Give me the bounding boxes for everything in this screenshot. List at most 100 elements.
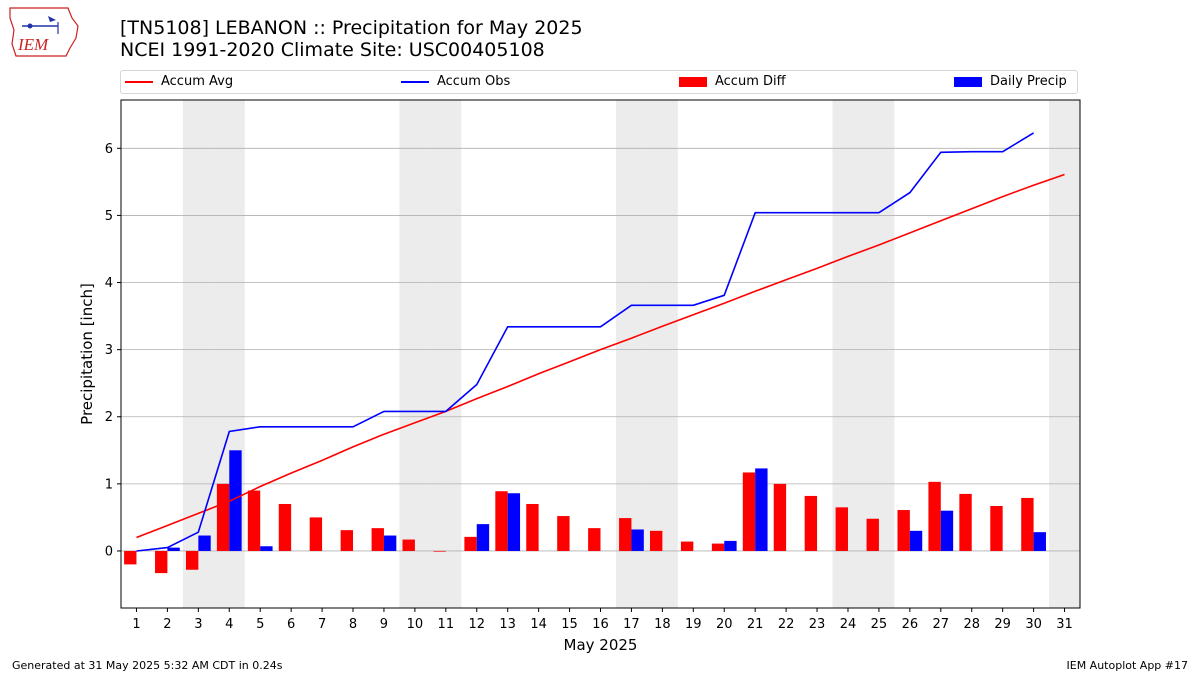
y-tick-label: 1 bbox=[105, 477, 113, 492]
x-tick-label: 21 bbox=[747, 617, 764, 632]
daily-precip-bar bbox=[940, 510, 954, 551]
legend-swatch bbox=[125, 80, 153, 83]
chart-title: [TN5108] LEBANON :: Precipitation for Ma… bbox=[120, 17, 583, 61]
weekend-shade bbox=[399, 100, 431, 608]
x-tick-label: 15 bbox=[561, 617, 578, 632]
iem-logo: IEM bbox=[9, 7, 79, 57]
accum-diff-bar bbox=[464, 536, 477, 551]
accum-diff-bar bbox=[588, 528, 601, 551]
accum-diff-bar bbox=[1021, 497, 1034, 551]
accum-diff-bar bbox=[526, 503, 539, 551]
x-tick-label: 8 bbox=[349, 617, 357, 632]
legend-item-accum-avg: Accum Avg bbox=[125, 74, 233, 89]
legend-swatch bbox=[679, 76, 707, 87]
weekend-shade bbox=[1049, 100, 1080, 608]
chart-legend: Accum Avg Accum Obs Accum Diff Daily Pre… bbox=[120, 70, 1078, 94]
x-tick-label: 13 bbox=[499, 617, 516, 632]
x-tick-label: 28 bbox=[963, 617, 980, 632]
x-tick-label: 26 bbox=[902, 617, 919, 632]
accum-avg-line bbox=[136, 173, 1065, 539]
accum-diff-bar bbox=[804, 495, 818, 551]
daily-precip-bar bbox=[476, 524, 490, 551]
accum-diff-bar bbox=[185, 550, 199, 570]
accum-diff-bar bbox=[557, 516, 570, 551]
accum-diff-bar bbox=[866, 518, 879, 551]
x-tick-label: 11 bbox=[438, 617, 455, 632]
accum-diff-bar bbox=[835, 507, 848, 551]
daily-precip-bar bbox=[631, 529, 644, 551]
legend-item-accum-obs: Accum Obs bbox=[401, 74, 510, 89]
accum-diff-bar bbox=[897, 510, 910, 551]
x-tick-label: 17 bbox=[623, 617, 640, 632]
title-line-1: [TN5108] LEBANON :: Precipitation for Ma… bbox=[120, 17, 583, 39]
app-credit: IEM Autoplot App #17 bbox=[1066, 659, 1189, 672]
accum-diff-bar bbox=[959, 493, 972, 551]
x-tick-label: 14 bbox=[530, 617, 547, 632]
daily-precip-bar bbox=[724, 540, 737, 551]
y-axis-label: Precipitation [inch] bbox=[78, 283, 96, 425]
weekend-shade bbox=[646, 100, 678, 608]
daily-precip-bar bbox=[383, 535, 397, 551]
x-tick-label: 25 bbox=[871, 617, 888, 632]
accum-diff-bar bbox=[619, 518, 632, 551]
daily-precip-bar bbox=[229, 450, 242, 551]
accum-diff-bar bbox=[124, 550, 137, 565]
accum-diff-bar bbox=[278, 503, 292, 551]
accum-diff-bar bbox=[340, 530, 354, 551]
legend-swatch bbox=[401, 80, 429, 83]
legend-label: Accum Avg bbox=[161, 74, 234, 89]
x-tick-label: 6 bbox=[287, 617, 295, 632]
x-tick-label: 7 bbox=[318, 617, 326, 632]
x-tick-label: 9 bbox=[380, 617, 388, 632]
daily-precip-bar bbox=[909, 530, 923, 551]
legend-label: Accum Obs bbox=[437, 74, 511, 89]
accum-diff-bar bbox=[309, 517, 323, 551]
x-tick-label: 19 bbox=[685, 617, 702, 632]
accum-diff-bar bbox=[495, 491, 508, 551]
x-tick-label: 12 bbox=[468, 617, 485, 632]
daily-precip-bar bbox=[260, 546, 273, 551]
legend-label: Accum Diff bbox=[715, 74, 786, 89]
x-tick-label: 2 bbox=[163, 617, 171, 632]
daily-precip-bar bbox=[167, 547, 180, 551]
x-tick-label: 1 bbox=[132, 617, 140, 632]
x-tick-label: 23 bbox=[809, 617, 826, 632]
accum-diff-bar bbox=[742, 472, 756, 551]
x-tick-label: 16 bbox=[592, 617, 609, 632]
y-tick-label: 0 bbox=[105, 544, 113, 559]
x-tick-label: 10 bbox=[407, 617, 424, 632]
accum-diff-bar bbox=[402, 539, 415, 551]
title-line-2: NCEI 1991-2020 Climate Site: USC00405108 bbox=[120, 39, 545, 61]
accum-diff-bar bbox=[990, 505, 1003, 551]
generated-timestamp: Generated at 31 May 2025 5:32 AM CDT in … bbox=[12, 659, 283, 672]
y-tick-label: 5 bbox=[105, 209, 113, 224]
accum-diff-bar bbox=[649, 530, 663, 551]
x-tick-label: 4 bbox=[225, 617, 233, 632]
x-axis-label: May 2025 bbox=[564, 636, 638, 654]
legend-item-accum-diff: Accum Diff bbox=[679, 74, 786, 89]
accum-diff-bar bbox=[247, 490, 261, 551]
daily-precip-bar bbox=[1033, 532, 1046, 551]
daily-precip-bar bbox=[755, 468, 768, 551]
x-tick-label: 29 bbox=[994, 617, 1011, 632]
accum-diff-bar bbox=[773, 483, 787, 551]
weekend-shade bbox=[430, 100, 462, 608]
x-tick-label: 22 bbox=[778, 617, 795, 632]
x-tick-label: 20 bbox=[716, 617, 733, 632]
y-tick-label: 4 bbox=[105, 276, 113, 291]
accum-diff-bar bbox=[711, 543, 725, 551]
daily-precip-bar bbox=[507, 493, 521, 551]
y-tick-label: 6 bbox=[105, 142, 113, 157]
accum-diff-bar bbox=[155, 550, 168, 574]
accum-diff-bar bbox=[433, 550, 446, 552]
accum-obs-line bbox=[136, 132, 1035, 552]
legend-label: Daily Precip bbox=[990, 74, 1067, 89]
accum-diff-bar bbox=[216, 483, 230, 551]
x-tick-label: 30 bbox=[1025, 617, 1042, 632]
weekend-shade bbox=[182, 100, 214, 608]
y-tick-label: 3 bbox=[105, 343, 113, 358]
accum-diff-bar bbox=[928, 481, 941, 551]
legend-swatch bbox=[954, 76, 982, 87]
daily-precip-bar bbox=[198, 535, 211, 551]
